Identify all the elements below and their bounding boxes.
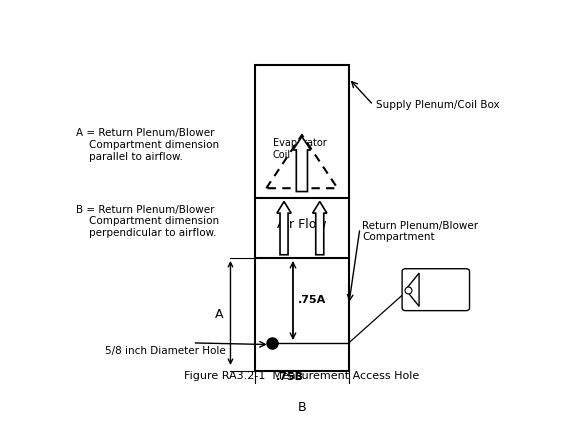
FancyArrow shape	[313, 201, 327, 255]
Text: A = Return Plenum/Blower
    Compartment dimension
    parallel to airflow.: A = Return Plenum/Blower Compartment dim…	[77, 128, 219, 162]
FancyArrow shape	[277, 201, 291, 255]
Text: Return Plenum/Blower
Compartment: Return Plenum/Blower Compartment	[362, 221, 478, 242]
Text: Figure RA3.2-1  Measurement Access Hole: Figure RA3.2-1 Measurement Access Hole	[184, 371, 419, 381]
Text: .75A: .75A	[297, 295, 325, 305]
Text: 5/8 inch Diameter Hole: 5/8 inch Diameter Hole	[105, 346, 226, 356]
Text: B = Return Plenum/Blower
    Compartment dimension
    perpendicular to airflow.: B = Return Plenum/Blower Compartment dim…	[77, 205, 219, 238]
FancyBboxPatch shape	[402, 269, 469, 311]
Text: B: B	[298, 401, 306, 414]
Text: Title 24
Return Plenum
Measurement
Access: Title 24 Return Plenum Measurement Acces…	[408, 270, 468, 310]
Text: A: A	[215, 308, 223, 321]
FancyArrow shape	[293, 137, 311, 191]
Text: .75B: .75B	[276, 372, 304, 382]
Polygon shape	[406, 273, 419, 306]
Bar	[255, 65, 348, 371]
Text: Evaporator
Coil: Evaporator Coil	[273, 138, 327, 160]
Text: Supply Plenum/Coil Box: Supply Plenum/Coil Box	[376, 100, 499, 110]
Text: Air Flow: Air Flow	[277, 218, 327, 231]
